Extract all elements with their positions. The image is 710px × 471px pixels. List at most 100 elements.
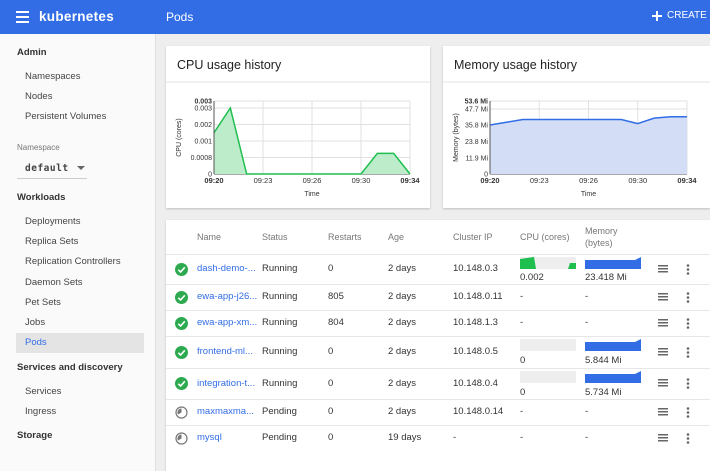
dot	[686, 291, 690, 295]
create-button[interactable]: CREATE	[652, 10, 707, 21]
more-button[interactable]	[686, 346, 690, 358]
logs-button[interactable]	[658, 264, 668, 274]
pod-name-link[interactable]: maxmaxma...	[197, 406, 255, 417]
dot	[686, 382, 690, 385]
nav-item[interactable]: Pods	[16, 333, 144, 354]
nav-item[interactable]: Replica Sets	[25, 236, 79, 248]
column-header[interactable]: Status	[262, 232, 288, 242]
status-icon	[175, 405, 188, 419]
dot	[686, 354, 690, 358]
nav-item[interactable]: Namespaces	[25, 71, 81, 82]
y-tick-label: 0.002	[194, 122, 212, 129]
cell-text: 0	[520, 355, 526, 366]
nav-item[interactable]: Replication Controllers	[25, 256, 121, 268]
y-tick-label: 0.0008	[191, 155, 213, 162]
x-tick-label: 09:30	[352, 176, 371, 185]
logs-line	[658, 379, 668, 381]
pod-name-link[interactable]: dash-demo-...	[197, 263, 256, 274]
pod-name-link[interactable]: frontend-ml...	[197, 346, 253, 357]
nav-item[interactable]: Nodes	[25, 91, 53, 102]
nav-item[interactable]: Ingress	[25, 406, 57, 418]
namespace-select[interactable]: default	[25, 163, 69, 174]
column-header[interactable]: Age	[388, 232, 405, 242]
logs-line	[658, 321, 668, 323]
nav-item[interactable]: Jobs	[25, 317, 46, 328]
cell-text: 0	[328, 406, 334, 417]
dropdown-arrow[interactable]	[77, 166, 85, 170]
icon-check	[177, 320, 186, 327]
more-button[interactable]	[686, 317, 690, 329]
logs-button[interactable]	[658, 433, 668, 443]
column-header[interactable]: CPU (cores)	[520, 232, 570, 242]
logs-button[interactable]	[658, 347, 668, 357]
sparkline	[520, 339, 576, 351]
cell-text: 19 days	[388, 432, 422, 443]
cell-text: -	[453, 432, 457, 443]
cell-text: 0	[520, 386, 526, 398]
pod-name-link[interactable]: integration-t...	[197, 377, 256, 389]
y-tick-label: 23.8 Mi	[465, 139, 488, 146]
icon-check	[177, 266, 186, 273]
page-title: Pods	[166, 10, 194, 24]
cell-text: 5.734 Mi	[585, 386, 622, 398]
section-title: Services and discovery	[17, 362, 123, 373]
cell-text: 2 days	[388, 377, 416, 389]
pod-name-link[interactable]: ewa-app-xm...	[197, 317, 258, 328]
sparkline	[520, 257, 576, 269]
pod-name-link[interactable]: ewa-app-j26...	[197, 291, 258, 302]
cell-text: -	[520, 432, 524, 443]
logs-button[interactable]	[658, 318, 668, 328]
cell-text: 2 days	[388, 291, 416, 302]
nav-item[interactable]: Deployments	[25, 216, 81, 227]
dot	[686, 325, 690, 329]
logs-button[interactable]	[658, 407, 668, 417]
more-button[interactable]	[686, 406, 690, 418]
more-button[interactable]	[686, 378, 690, 389]
column-header[interactable]: Cluster IP	[453, 232, 493, 242]
cell-text: 10.148.0.5	[453, 346, 498, 357]
logs-button[interactable]	[658, 379, 668, 388]
icon-circle	[175, 345, 188, 359]
nav-item[interactable]: Pet Sets	[25, 296, 61, 308]
logs-button[interactable]	[658, 292, 668, 302]
cell-text: 10.148.0.14	[453, 406, 504, 417]
more-button[interactable]	[686, 263, 690, 275]
pod-name-link[interactable]: mysql	[197, 432, 222, 443]
menu-button[interactable]	[16, 11, 30, 23]
nav-item[interactable]: Services	[25, 386, 62, 397]
cell-text: 10.148.0.11	[453, 291, 503, 302]
area	[214, 108, 410, 174]
spark-fill	[585, 257, 641, 269]
y-tick-label: 53.6 Mi	[465, 99, 488, 106]
spark-bg	[520, 339, 576, 351]
dot	[686, 406, 690, 410]
nav-item[interactable]: Daemon Sets	[25, 276, 83, 288]
y-tick-label: 0	[208, 172, 212, 179]
more-button[interactable]	[686, 291, 690, 303]
x-tick-label: 09:26	[579, 176, 598, 185]
column-header[interactable]: Memory (bytes)	[585, 226, 618, 248]
icon-clock	[177, 407, 182, 414]
dot	[686, 321, 690, 325]
line	[213, 106, 411, 175]
logs-line	[658, 410, 668, 412]
dot	[686, 295, 690, 299]
spark-fill	[585, 371, 641, 383]
column-header[interactable]: Restarts	[328, 232, 362, 242]
memory-chart: Memory usage history 0 11.9 Mi 23.8 Mi 35.8 …	[443, 58, 710, 198]
more-button[interactable]	[686, 432, 690, 444]
nav-item[interactable]: Persistent Volumes	[25, 111, 107, 122]
column-header[interactable]: Name	[197, 232, 222, 242]
dot	[686, 432, 690, 436]
brand[interactable]: kubernetes	[39, 9, 115, 24]
namespace-label: Namespace	[17, 143, 60, 152]
icon-check	[177, 349, 186, 356]
icon-check	[177, 294, 186, 301]
status-icon	[175, 262, 188, 276]
logs-line	[658, 439, 668, 441]
status-icon	[175, 345, 188, 359]
row-divider	[166, 336, 710, 337]
cell-text: 2 days	[388, 406, 416, 417]
create-label[interactable]: CREATE	[667, 10, 707, 21]
